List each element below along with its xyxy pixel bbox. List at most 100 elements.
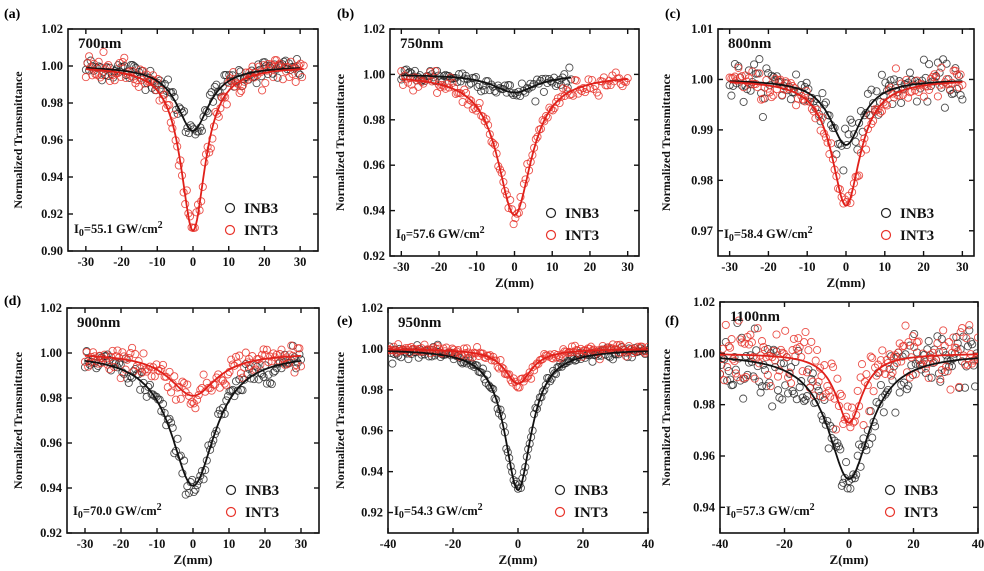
data-point-int3 xyxy=(220,379,229,388)
panel-letter: (d) xyxy=(4,294,21,309)
data-point-inb3 xyxy=(814,386,823,395)
wavelength-label: 700nm xyxy=(78,36,122,52)
x-axis-label: Z(mm) xyxy=(499,552,538,567)
y-axis-label: Normalized Transmittance xyxy=(333,351,347,489)
data-point-int3 xyxy=(467,96,476,105)
data-point-inb3 xyxy=(730,353,739,362)
legend-marker-int3 xyxy=(545,229,557,241)
data-point-inb3 xyxy=(728,380,738,389)
data-point-inb3 xyxy=(923,97,932,106)
y-tick-label: 0.94 xyxy=(41,170,64,184)
data-point-int3 xyxy=(750,374,759,383)
y-tick-label: 0.99 xyxy=(691,123,713,137)
y-tick-label: 1.02 xyxy=(363,22,385,36)
data-point-inb3 xyxy=(553,79,562,89)
y-tick-label: 0.98 xyxy=(363,113,385,127)
data-point-inb3 xyxy=(846,484,855,493)
legend-label-inb3: INB3 xyxy=(900,206,934,222)
data-point-inb3 xyxy=(588,357,597,366)
x-tick-label: -10 xyxy=(149,537,166,551)
data-point-int3 xyxy=(168,379,177,388)
data-point-int3 xyxy=(128,343,137,352)
data-point-inb3 xyxy=(727,91,736,100)
fit-line-int3 xyxy=(84,354,302,397)
data-point-int3 xyxy=(183,380,192,389)
y-tick-label: 0.92 xyxy=(361,506,383,520)
data-point-int3 xyxy=(139,349,148,358)
intensity-superscript: 2 xyxy=(478,502,483,513)
data-point-inb3 xyxy=(184,488,193,498)
data-point-int3 xyxy=(876,108,885,117)
data-point-int3 xyxy=(919,92,928,101)
data-point-int3 xyxy=(572,76,581,85)
data-point-inb3 xyxy=(273,73,282,82)
intensity-value: =54.3 GW/cm xyxy=(404,504,478,518)
data-point-inb3 xyxy=(750,324,759,333)
data-point-inb3 xyxy=(194,127,203,136)
data-point-int3 xyxy=(951,66,960,75)
data-point-inb3 xyxy=(811,397,820,407)
data-point-inb3 xyxy=(752,346,761,355)
y-axis-label: Normalized Transmittance xyxy=(659,73,673,211)
legend-marker-inb3 xyxy=(545,207,557,219)
data-point-int3 xyxy=(924,373,933,383)
intensity-symbol: I xyxy=(74,222,79,236)
data-point-int3 xyxy=(884,358,893,368)
data-point-int3 xyxy=(174,161,183,170)
fit-line-inb3 xyxy=(388,350,648,492)
y-tick-label: 1.00 xyxy=(693,346,715,360)
data-point-int3 xyxy=(873,360,883,369)
data-layer xyxy=(80,341,306,499)
data-point-int3 xyxy=(85,52,94,61)
data-point-int3 xyxy=(933,339,942,348)
intensity-subscript: 0 xyxy=(79,228,84,239)
data-point-int3 xyxy=(723,363,732,372)
data-point-int3 xyxy=(436,83,445,92)
data-point-inb3 xyxy=(563,83,572,92)
data-point-int3 xyxy=(953,70,962,79)
data-point-int3 xyxy=(823,382,832,391)
data-point-int3 xyxy=(827,139,836,148)
data-point-int3 xyxy=(455,352,464,361)
data-point-inb3 xyxy=(882,388,891,397)
legend-marker-int3 xyxy=(224,224,236,236)
y-tick-label: 0.96 xyxy=(40,436,62,450)
data-point-int3 xyxy=(927,354,936,363)
data-point-inb3 xyxy=(956,91,965,100)
x-tick-label: -20 xyxy=(445,537,462,551)
data-point-inb3 xyxy=(937,334,946,344)
intensity-label: I0=57.3 GW/cm2 xyxy=(726,502,815,521)
data-point-int3 xyxy=(89,59,98,68)
data-point-inb3 xyxy=(188,475,197,484)
data-point-int3 xyxy=(853,386,862,395)
data-point-int3 xyxy=(509,220,518,229)
y-tick-label: 0.98 xyxy=(41,96,63,110)
data-point-int3 xyxy=(733,373,742,382)
data-point-int3 xyxy=(869,387,878,396)
data-point-int3 xyxy=(595,355,604,364)
chart-panel-5: 0.920.940.960.981.001.02-40 -20 0 20 40(e)No… xyxy=(333,301,654,567)
intensity-subscript: 0 xyxy=(729,233,734,244)
legend-marker-int3 xyxy=(880,229,892,241)
data-point-int3 xyxy=(516,192,525,202)
data-point-int3 xyxy=(904,93,913,102)
data-layer xyxy=(81,47,308,233)
data-point-int3 xyxy=(497,363,506,372)
data-point-inb3 xyxy=(233,386,242,395)
data-point-inb3 xyxy=(262,379,271,388)
data-point-inb3 xyxy=(888,99,897,109)
data-point-int3 xyxy=(769,91,778,100)
data-point-int3 xyxy=(956,328,965,337)
intensity-symbol: I xyxy=(724,227,729,241)
data-point-int3 xyxy=(727,335,736,344)
data-point-inb3 xyxy=(567,75,576,84)
data-point-int3 xyxy=(888,368,897,377)
data-point-inb3 xyxy=(969,361,978,370)
data-point-int3 xyxy=(414,82,423,91)
data-point-int3 xyxy=(936,375,945,384)
data-point-inb3 xyxy=(778,395,787,404)
data-point-int3 xyxy=(556,354,565,363)
data-point-int3 xyxy=(753,324,762,333)
data-point-int3 xyxy=(726,343,735,352)
wavelength-label: 800nm xyxy=(728,36,772,52)
